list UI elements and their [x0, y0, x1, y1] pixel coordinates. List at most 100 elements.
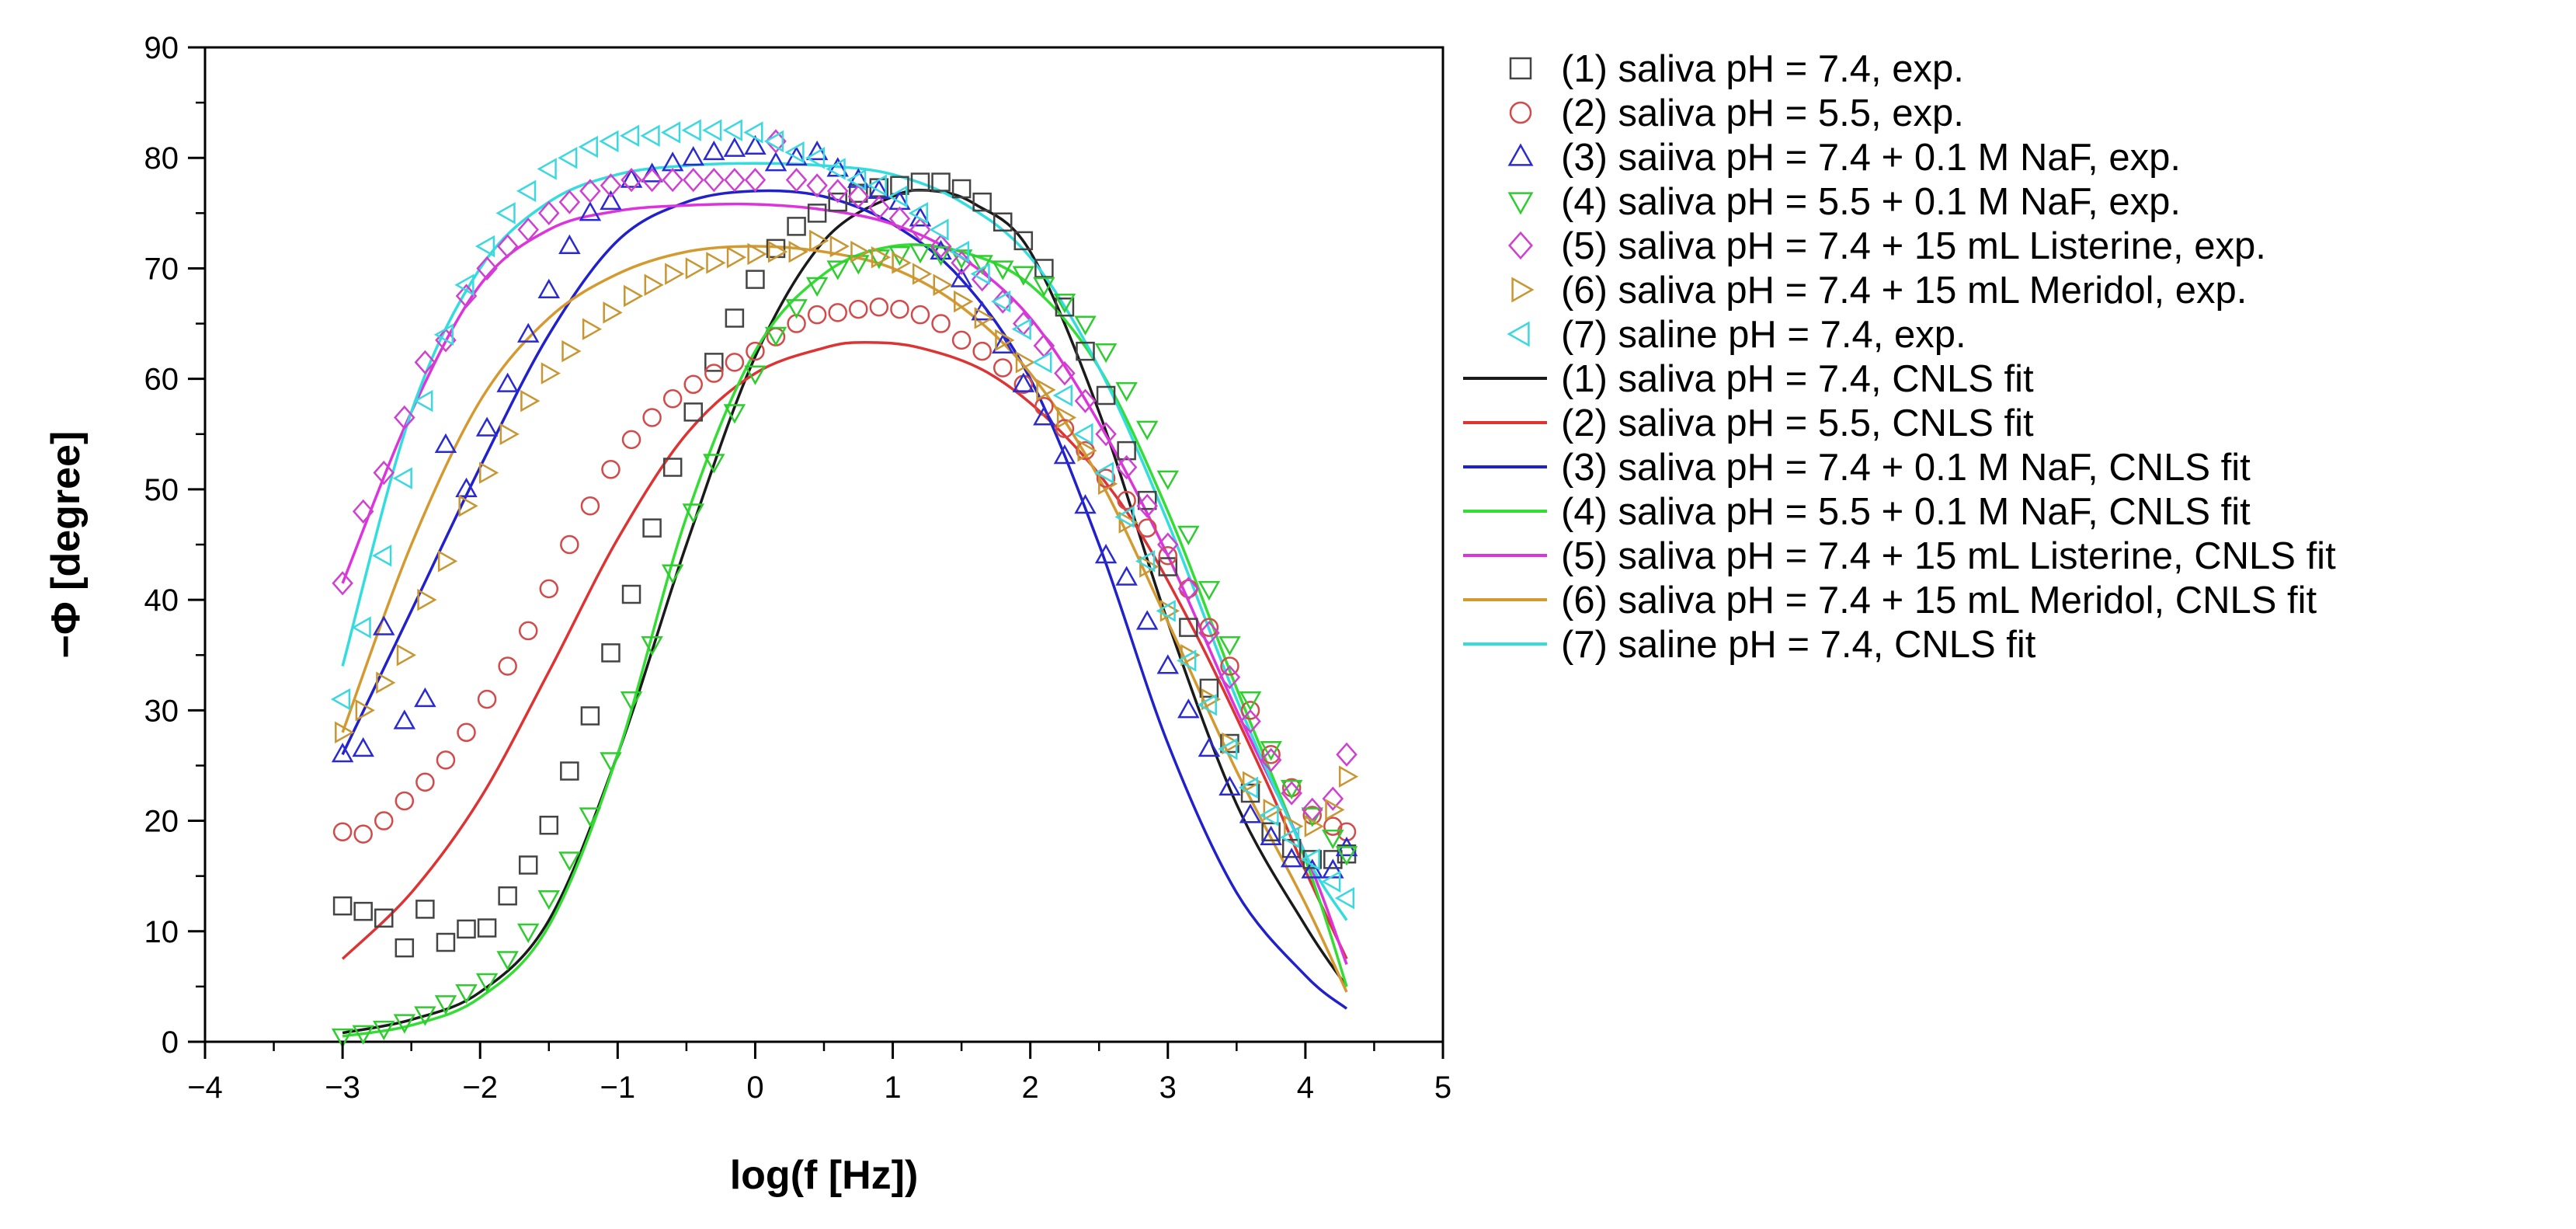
legend-label: (6) saliva pH = 7.4 + 15 mL Meridol, CNL… — [1561, 580, 2317, 621]
data-point — [826, 260, 849, 280]
data-point — [950, 267, 973, 287]
data-point — [995, 329, 1015, 352]
legend-entry: (7) saline pH = 7.4, CNLS fit — [1463, 624, 2036, 666]
legend-marker — [1507, 192, 1534, 215]
data-point — [498, 886, 517, 906]
data-point — [352, 499, 374, 524]
legend-label: (4) saliva pH = 5.5 + 0.1 M NaF, CNLS fi… — [1561, 491, 2251, 533]
data-point — [1300, 848, 1320, 871]
data-point — [642, 408, 662, 427]
data-point — [1052, 384, 1072, 407]
data-point — [725, 308, 745, 328]
y-tick-label: 60 — [144, 363, 179, 397]
data-point — [496, 951, 519, 971]
data-point — [1053, 444, 1076, 465]
data-point — [991, 333, 1014, 354]
data-point — [764, 151, 787, 172]
data-point — [1135, 420, 1159, 440]
data-point — [662, 168, 683, 193]
data-point — [1036, 378, 1056, 402]
legend-entry: (2) saliva pH = 5.5, CNLS fit — [1463, 402, 2034, 444]
data-point — [1197, 693, 1217, 716]
data-point — [641, 168, 663, 193]
data-point — [1094, 343, 1118, 364]
data-point — [1158, 545, 1178, 566]
legend-label: (2) saliva pH = 5.5, CNLS fit — [1561, 402, 2034, 444]
data-point — [826, 179, 849, 204]
data-point — [1015, 351, 1036, 374]
data-point — [909, 218, 931, 242]
y-tick-label: 90 — [144, 31, 179, 65]
legend-label: (1) saliva pH = 7.4, CNLS fit — [1561, 358, 2034, 400]
data-point — [619, 124, 640, 148]
legend-marker — [1511, 277, 1535, 303]
data-point — [1135, 610, 1159, 630]
data-point — [1013, 231, 1034, 251]
data-point — [991, 260, 1014, 280]
data-point — [743, 121, 763, 144]
data-point — [373, 460, 395, 486]
data-point — [1073, 423, 1093, 446]
data-point — [1055, 419, 1075, 438]
data-point — [1281, 781, 1302, 806]
legend-marker — [1507, 143, 1534, 166]
data-point — [763, 130, 784, 153]
data-point — [641, 635, 663, 656]
data-point — [1159, 600, 1180, 622]
data-point — [1055, 297, 1075, 317]
data-point — [828, 192, 847, 212]
data-point — [623, 284, 644, 308]
x-tick-label: 1 — [884, 1071, 901, 1105]
legend-marker — [1507, 321, 1530, 347]
data-point — [826, 157, 849, 177]
data-point — [1321, 870, 1341, 893]
data-point — [395, 791, 415, 811]
data-point — [518, 621, 538, 641]
data-point — [908, 202, 929, 225]
data-point — [933, 273, 953, 297]
data-point — [788, 240, 808, 263]
data-point — [579, 179, 601, 204]
data-point — [1322, 858, 1344, 879]
data-point — [785, 146, 808, 166]
data-point — [1323, 850, 1343, 869]
data-point — [330, 688, 351, 711]
data-point — [867, 249, 891, 270]
data-point — [1156, 470, 1180, 490]
data-point — [414, 350, 436, 374]
data-point — [331, 743, 354, 763]
data-point — [1136, 493, 1158, 518]
data-point — [1302, 850, 1322, 869]
data-point — [393, 709, 416, 729]
data-point — [1054, 360, 1076, 386]
data-point — [1325, 799, 1345, 821]
fit-line-9 — [341, 340, 1348, 960]
data-point — [475, 235, 495, 258]
data-point — [806, 173, 828, 198]
data-point — [621, 430, 641, 450]
data-point — [785, 168, 808, 193]
data-point — [621, 168, 642, 193]
data-point — [931, 172, 951, 192]
data-point — [436, 932, 456, 952]
data-point — [414, 1006, 436, 1026]
data-point — [1201, 688, 1222, 711]
data-point — [909, 207, 932, 227]
data-point — [516, 322, 540, 343]
data-point — [702, 119, 722, 141]
y-tick-label: 0 — [162, 1025, 179, 1060]
data-point — [641, 162, 663, 183]
legend-label: (7) saline pH = 7.4, exp. — [1561, 314, 1966, 356]
data-point — [809, 229, 829, 252]
data-point — [1096, 385, 1116, 406]
data-point — [1115, 454, 1138, 480]
data-point — [888, 185, 908, 208]
data-point — [520, 389, 541, 413]
data-point — [1115, 381, 1138, 402]
data-point — [558, 146, 578, 169]
legend-marker — [1508, 231, 1533, 260]
data-point — [560, 761, 579, 781]
data-point — [1242, 771, 1263, 794]
legend-entry: (5) saliva pH = 7.4 + 15 mL Listerine, e… — [1508, 225, 2266, 267]
